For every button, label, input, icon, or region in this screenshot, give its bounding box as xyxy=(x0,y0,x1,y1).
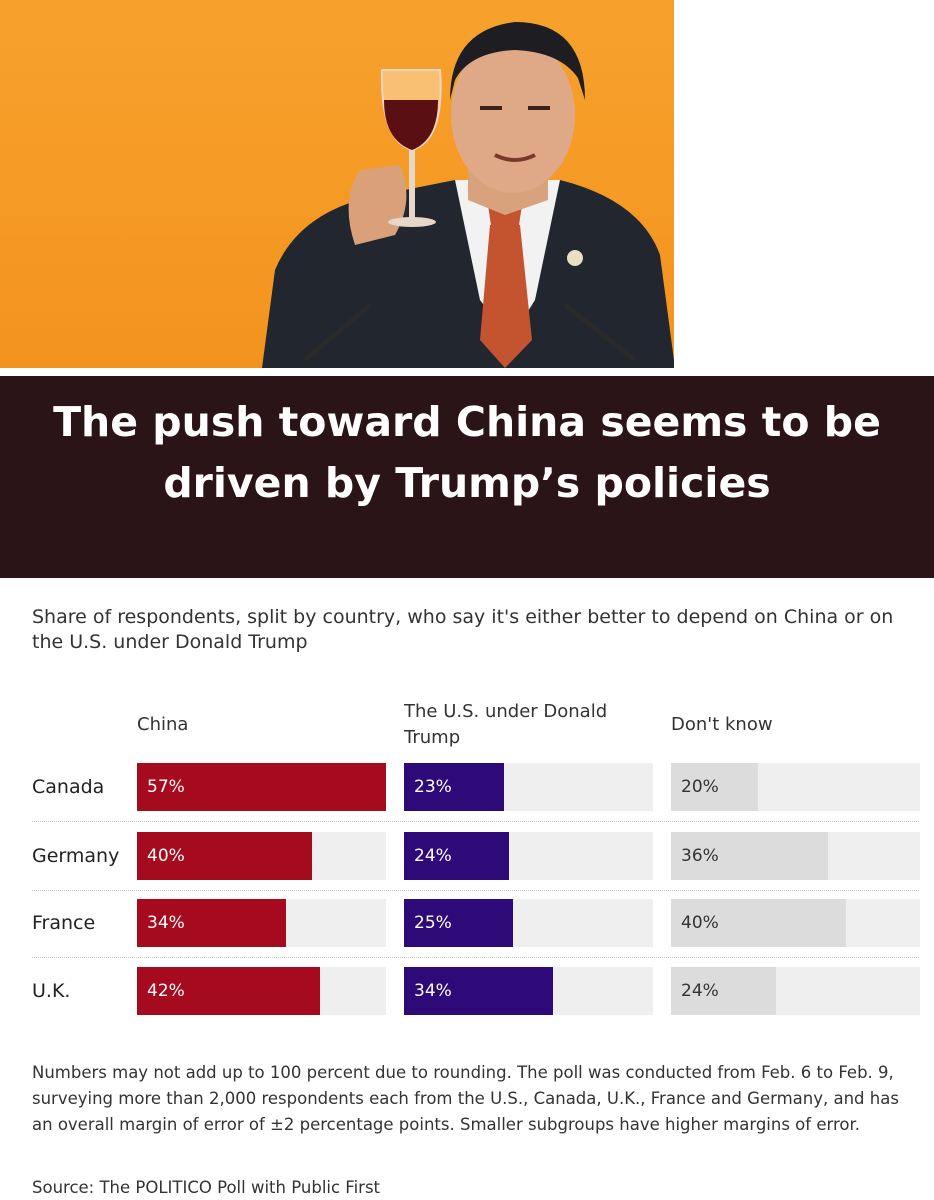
headline-band xyxy=(0,376,934,578)
bar-dont-know-u-k xyxy=(671,967,776,1015)
source-line: Source: The POLITICO Poll with Public Fi… xyxy=(32,1178,381,1197)
bar-track-us-canada: 23% xyxy=(404,763,653,811)
value-label-us-u-k: 34% xyxy=(414,981,452,1001)
bar-dont-know-canada xyxy=(671,763,759,811)
bar-track-dont-know-germany: 36% xyxy=(671,832,920,880)
photo-tie xyxy=(480,225,532,368)
value-label-china-germany: 40% xyxy=(147,846,185,866)
value-label-china-canada: 57% xyxy=(147,777,185,797)
header-photo xyxy=(0,0,934,368)
photo-hair xyxy=(450,22,585,100)
value-label-dont-know-france: 40% xyxy=(681,913,719,933)
column-header-china: China xyxy=(137,714,189,735)
photo-illustration xyxy=(262,22,675,368)
value-label-china-u-k: 42% xyxy=(147,981,185,1001)
bar-dont-know-germany xyxy=(671,832,829,880)
bar-china-u-k xyxy=(137,967,321,1015)
row-label-france: France xyxy=(32,912,96,934)
bar-us-france xyxy=(404,899,514,947)
bar-china-germany xyxy=(137,832,312,880)
bar-track-china-u-k: 42% xyxy=(137,967,386,1015)
bar-track-dont-know-u-k: 24% xyxy=(671,967,920,1015)
chart-subtitle: Share of respondents, split by country, … xyxy=(32,606,894,653)
value-label-dont-know-canada: 20% xyxy=(681,777,719,797)
bar-track-china-germany: 40% xyxy=(137,832,386,880)
value-label-dont-know-u-k: 24% xyxy=(681,981,719,1001)
row-label-canada: Canada xyxy=(32,776,105,798)
row-divider xyxy=(32,821,919,822)
bar-track-us-france: 25% xyxy=(404,899,653,947)
bar-china-france xyxy=(137,899,286,947)
value-label-dont-know-germany: 36% xyxy=(681,846,719,866)
row-label-germany: Germany xyxy=(32,845,120,867)
photo-face xyxy=(451,37,575,193)
column-header-dont-know: Don't know xyxy=(671,714,773,735)
value-label-china-france: 34% xyxy=(147,913,185,933)
bar-us-canada xyxy=(404,763,505,811)
column-header-us: The U.S. under Donald Trump xyxy=(404,701,608,748)
bar-us-u-k xyxy=(404,967,553,1015)
row-divider xyxy=(32,890,919,891)
bar-track-dont-know-france: 40% xyxy=(671,899,920,947)
bar-china-canada xyxy=(137,763,386,811)
photo-gap xyxy=(0,368,934,376)
value-label-us-canada: 23% xyxy=(414,777,452,797)
row-label-u-k: U.K. xyxy=(32,980,71,1002)
bar-track-dont-know-canada: 20% xyxy=(671,763,920,811)
bar-track-us-germany: 24% xyxy=(404,832,653,880)
photo-white-margin xyxy=(674,0,934,368)
bar-track-us-u-k: 34% xyxy=(404,967,653,1015)
row-divider xyxy=(32,957,919,958)
bar-dont-know-france xyxy=(671,899,846,947)
bar-us-germany xyxy=(404,832,509,880)
bar-track-china-canada: 57% xyxy=(137,763,386,811)
photo-hand xyxy=(348,165,407,245)
footnote: Numbers may not add up to 100 percent du… xyxy=(32,1063,899,1134)
value-label-us-germany: 24% xyxy=(414,846,452,866)
bar-track-china-france: 34% xyxy=(137,899,386,947)
headline: The push toward China seems to be driven… xyxy=(53,398,881,507)
value-label-us-france: 25% xyxy=(414,913,452,933)
